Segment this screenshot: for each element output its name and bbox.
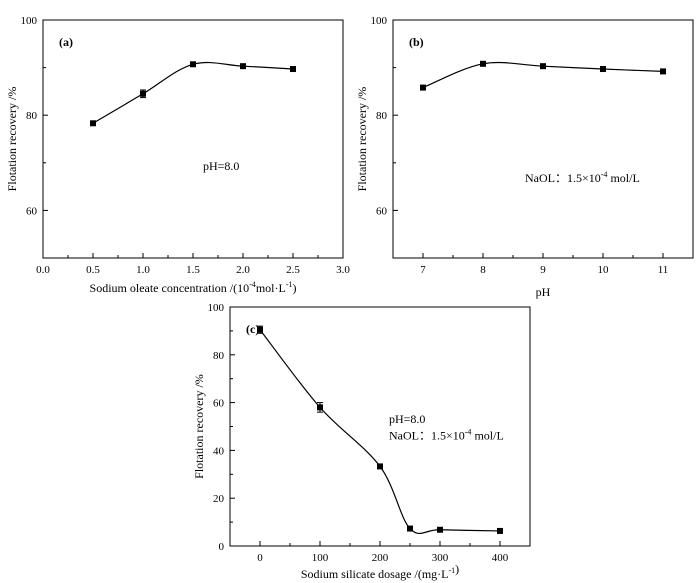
data-point [317, 404, 323, 411]
annotation: pH=8.0 [389, 412, 425, 426]
y-tick-label: 80 [213, 350, 225, 362]
data-point [90, 120, 96, 127]
plot-frame [42, 19, 344, 259]
x-tick-label: 7 [420, 264, 426, 276]
annotation: NaOL：1.5×10-4 mol/L [525, 170, 640, 185]
y-tick-label: 60 [26, 205, 38, 217]
y-tick-label: 20 [213, 493, 225, 505]
y-axis-title: Flotation recovery /% [5, 87, 19, 192]
y-tick-label: 40 [213, 445, 225, 457]
plot-frame [229, 306, 531, 547]
series-line [92, 61, 294, 124]
chart-panel-b: 7 8 9 10 11 60 80 100 (b) pH Flotation recovery /%… [355, 15, 694, 299]
x-tick-label: 11 [658, 264, 669, 276]
data-point [240, 63, 246, 70]
x-tick-label: 300 [432, 552, 449, 564]
data-point [407, 525, 413, 532]
y-axis-title: Flotation recovery /% [192, 374, 206, 479]
chart-panel-a: 0.0 0.5 1.0 1.5 2.0 2.5 3.0 60 80 100 (a) Sodium ol… [5, 15, 350, 295]
y-axis-title: Flotation recovery /% [355, 87, 369, 192]
plot-frame [392, 19, 694, 259]
x-tick-label: 8 [480, 264, 486, 276]
x-tick-label: 400 [492, 552, 509, 564]
x-tick-label: 3.0 [336, 264, 350, 276]
x-tick-label: 10 [598, 264, 610, 276]
panel-label: (c) [246, 322, 259, 336]
x-tick-label: 100 [312, 552, 329, 564]
data-point [290, 66, 296, 73]
data-point [660, 68, 666, 75]
x-axis-title: Sodium silicate dosage /(mg·L-1) [301, 562, 459, 581]
y-tick-label: 60 [376, 205, 388, 217]
x-tick-label: 1.5 [186, 264, 200, 276]
data-point [377, 463, 383, 470]
data-point [140, 90, 146, 97]
y-tick-label: 80 [26, 110, 38, 122]
y-tick-label: 100 [208, 302, 225, 314]
y-tick-label: 100 [21, 15, 38, 27]
data-point [420, 84, 426, 91]
x-tick-label: 2.5 [286, 264, 300, 276]
data-point [540, 63, 546, 70]
data-point [600, 66, 606, 73]
data-point [497, 527, 503, 534]
chart-panel-c: 0 100 200 300 400 0 20 40 60 80 100 (c) Sodium silic… [192, 302, 531, 581]
data-point [437, 526, 443, 533]
x-tick-label: 2.0 [236, 264, 250, 276]
y-tick-label: 60 [213, 398, 225, 410]
panel-label: (a) [59, 35, 73, 49]
data-point [257, 326, 263, 333]
y-tick-label: 100 [371, 15, 388, 27]
x-tick-label: 0.5 [86, 264, 100, 276]
annotation: pH=8.0 [203, 159, 239, 173]
data-point [480, 60, 486, 67]
x-tick-label: 200 [372, 552, 389, 564]
annotation: NaOL：1.5×10-4 mol/L [389, 428, 504, 443]
x-tick-label: 9 [540, 264, 546, 276]
x-tick-label: 1.0 [136, 264, 150, 276]
x-tick-label: 0 [257, 552, 263, 564]
y-tick-label: 80 [376, 110, 388, 122]
y-tick-label: 0 [219, 541, 225, 553]
data-point [190, 61, 196, 68]
x-axis-title: Sodium oleate concentration /(10-4mol·L-… [90, 280, 297, 295]
x-axis-title: pH [536, 285, 551, 299]
x-tick-label: 0.0 [36, 264, 50, 276]
panel-label: (b) [409, 35, 424, 49]
